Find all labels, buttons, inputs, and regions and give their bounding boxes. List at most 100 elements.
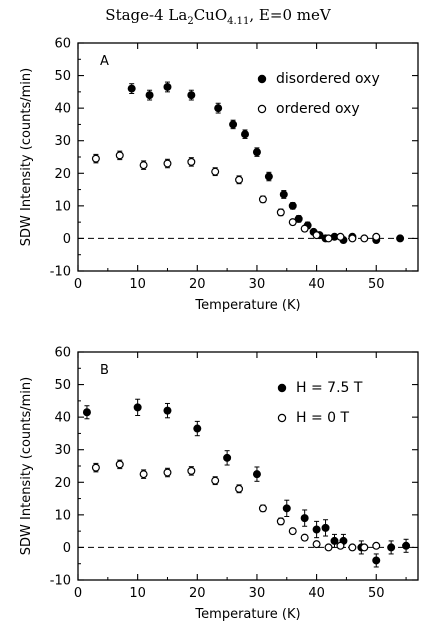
data-point-filled [252, 470, 261, 479]
legend-marker [257, 104, 267, 114]
y-tick-label: 60 [54, 346, 71, 361]
title-suffix: , E=0 meV [249, 6, 331, 24]
data-point-open [360, 234, 369, 243]
data-point-filled [372, 556, 381, 565]
data-point-filled [82, 408, 91, 417]
legend-marker [277, 383, 287, 393]
data-point-filled [229, 120, 238, 129]
x-tick-label: 10 [129, 586, 146, 601]
data-point-filled [223, 453, 232, 462]
x-tick-label: 40 [308, 277, 325, 292]
y-tick-label: 20 [54, 167, 71, 182]
data-point-open [324, 234, 333, 243]
y-tick-label: -10 [50, 265, 71, 280]
data-point-filled [214, 104, 223, 113]
x-tick-label: 20 [189, 586, 206, 601]
panel-label: A [100, 54, 109, 69]
y-tick-label: 30 [54, 443, 71, 458]
x-tick-label: 50 [368, 586, 385, 601]
x-axis-label: Temperature (K) [194, 298, 300, 313]
data-point-filled [127, 84, 136, 93]
data-point-filled [294, 214, 303, 223]
data-point-open [235, 175, 244, 184]
y-tick-label: 10 [54, 508, 71, 523]
data-point-open [360, 543, 369, 552]
data-point-filled [264, 172, 273, 181]
y-tick-label: 30 [54, 134, 71, 149]
data-point-filled [312, 525, 321, 534]
data-point-filled [387, 543, 396, 552]
legend-label: H = 0 T [296, 410, 350, 426]
legend-marker [257, 74, 267, 84]
data-point-open [336, 232, 345, 241]
data-point-open [288, 527, 297, 536]
y-axis-label: SDW Intensity (counts/min) [19, 68, 34, 246]
y-tick-label: 0 [63, 541, 71, 556]
data-point-open [258, 504, 267, 513]
x-tick-label: 10 [129, 277, 146, 292]
data-point-open [91, 154, 100, 163]
data-point-open [139, 470, 148, 479]
data-point-filled [330, 536, 339, 545]
data-point-filled [163, 406, 172, 415]
data-point-filled [288, 201, 297, 210]
data-point-filled [145, 91, 154, 100]
data-point-open [348, 234, 357, 243]
data-point-filled [187, 91, 196, 100]
data-point-open [276, 517, 285, 526]
title-mid: CuO [193, 6, 228, 24]
x-tick-label: 0 [74, 586, 82, 601]
x-tick-label: 30 [249, 277, 266, 292]
title-prefix: Stage-4 La [105, 6, 188, 24]
y-tick-label: 60 [54, 37, 71, 52]
data-point-filled [402, 541, 411, 550]
data-point-open [91, 463, 100, 472]
y-tick-label: 50 [54, 378, 71, 393]
data-point-open [211, 167, 220, 176]
data-point-open [163, 159, 172, 168]
data-point-filled [300, 514, 309, 523]
x-tick-label: 20 [189, 277, 206, 292]
data-point-filled [279, 190, 288, 199]
data-point-open [258, 195, 267, 204]
data-point-filled [193, 424, 202, 433]
y-tick-label: 50 [54, 69, 71, 84]
data-point-filled [396, 234, 405, 243]
data-point-open [187, 157, 196, 166]
data-point-filled [321, 523, 330, 532]
data-point-open [163, 468, 172, 477]
title-sub-1: 2 [187, 16, 194, 27]
data-point-open [288, 218, 297, 227]
y-tick-label: 40 [54, 102, 71, 117]
legend-marker [277, 413, 287, 423]
y-axis-label: SDW Intensity (counts/min) [19, 377, 34, 555]
data-point-open [312, 231, 321, 240]
legend-label: disordered oxy [276, 71, 380, 87]
data-point-open [139, 161, 148, 170]
y-tick-label: 20 [54, 476, 71, 491]
data-point-open [336, 541, 345, 550]
x-tick-label: 30 [249, 586, 266, 601]
legend-label: ordered oxy [276, 101, 360, 117]
data-point-open [211, 476, 220, 485]
data-point-open [348, 543, 357, 552]
data-point-filled [252, 148, 261, 157]
data-point-filled [241, 130, 250, 139]
data-point-filled [163, 82, 172, 91]
data-point-open [276, 208, 285, 217]
panel-label: B [100, 363, 109, 378]
data-point-filled [133, 403, 142, 412]
data-point-open [235, 484, 244, 493]
data-point-open [372, 541, 381, 550]
x-tick-label: 50 [368, 277, 385, 292]
data-point-open [300, 533, 309, 542]
data-point-open [372, 232, 381, 241]
y-tick-label: 0 [63, 232, 71, 247]
title-sub-2: 4.11 [227, 16, 250, 27]
data-point-open [324, 543, 333, 552]
data-point-open [300, 224, 309, 233]
data-point-open [312, 540, 321, 549]
y-tick-label: 10 [54, 199, 71, 214]
